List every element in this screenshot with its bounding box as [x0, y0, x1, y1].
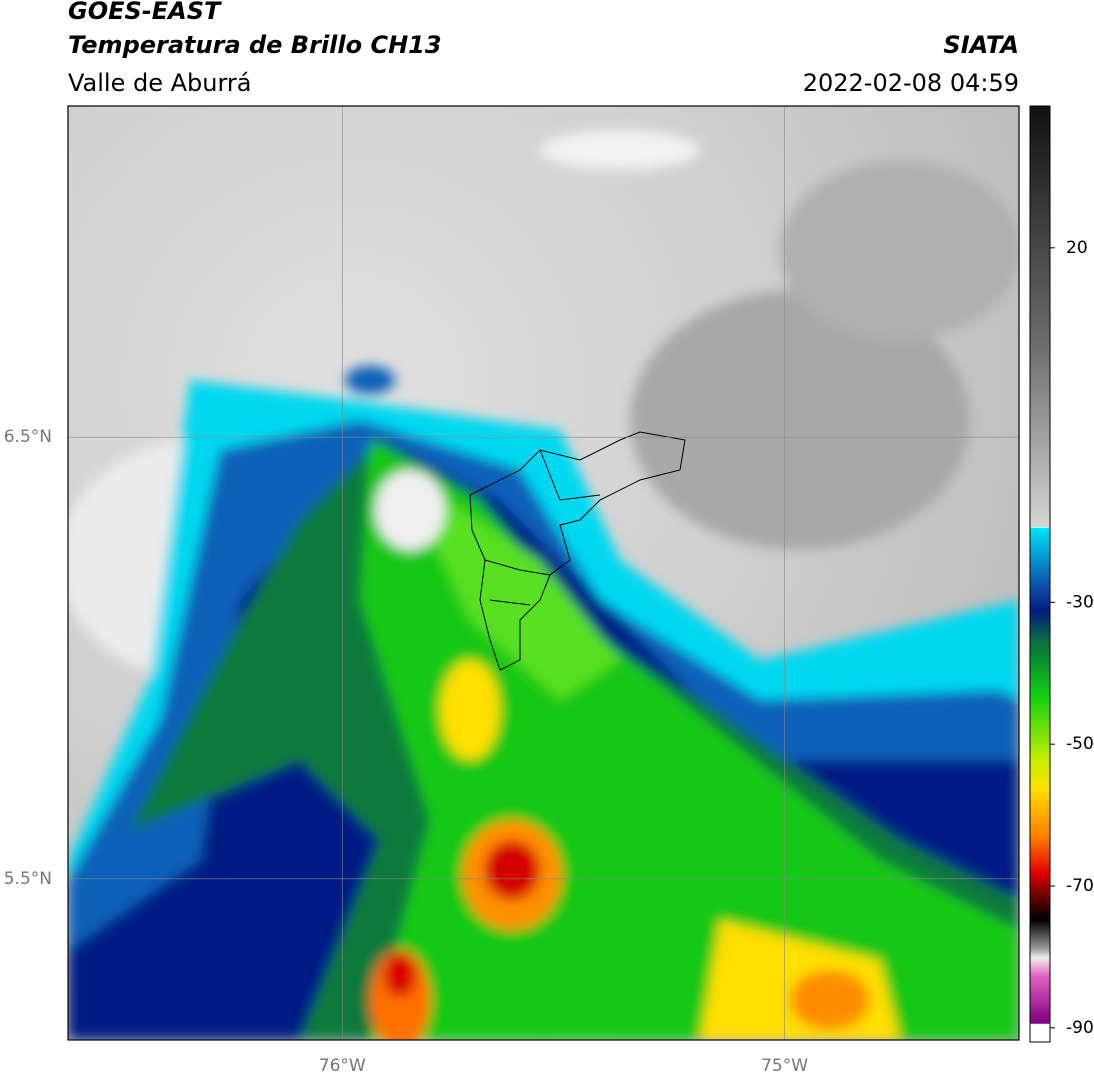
map-frame — [67, 105, 1020, 1041]
colorbar-tick-label: -30 — [1066, 592, 1094, 612]
y-tick-label: 6.5°N — [4, 427, 52, 447]
colorbar-tick-label: -90 — [1066, 1018, 1094, 1038]
grid — [68, 106, 1019, 1040]
colorbar-tick-label: -50 — [1066, 734, 1094, 754]
colorbar — [1029, 105, 1051, 1043]
region: Valle de Aburrá — [68, 69, 252, 97]
x-tick-label: 76°W — [319, 1056, 366, 1076]
datetime: 2022-02-08 04:59 — [803, 69, 1019, 97]
satellite-image — [68, 106, 1019, 1040]
title: GOES-EAST — [68, 0, 222, 25]
colorbar-tick-label: 20 — [1066, 238, 1088, 258]
source: SIATA — [943, 31, 1019, 59]
x-tick-label: 75°W — [761, 1056, 808, 1076]
colorbar-tick-label: -70 — [1066, 876, 1094, 896]
y-tick-label: 5.5°N — [4, 869, 52, 889]
subtitle: Temperatura de Brillo CH13 — [68, 31, 442, 59]
municipality-borders — [469, 431, 686, 671]
